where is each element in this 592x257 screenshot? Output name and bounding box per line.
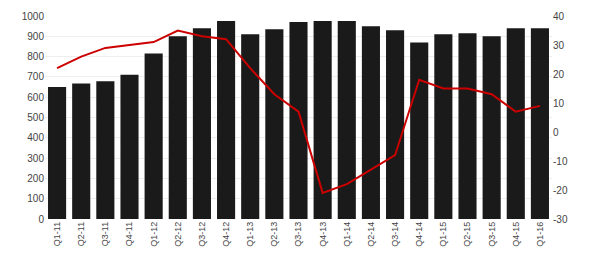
svg-text:Q2-14: Q2-14 <box>366 222 376 247</box>
svg-text:-20: -20 <box>553 185 568 196</box>
svg-text:Q1-13: Q1-13 <box>245 222 255 247</box>
svg-text:Q4-12: Q4-12 <box>221 222 231 247</box>
svg-text:Q2-12: Q2-12 <box>173 222 183 247</box>
svg-text:500: 500 <box>27 112 44 123</box>
svg-text:1000: 1000 <box>22 11 45 22</box>
svg-text:10: 10 <box>553 98 565 109</box>
svg-text:Q3-12: Q3-12 <box>197 222 207 247</box>
svg-text:600: 600 <box>27 92 44 103</box>
svg-text:Q1-16: Q1-16 <box>535 222 545 247</box>
svg-text:-30: -30 <box>553 214 568 225</box>
svg-text:Q1-15: Q1-15 <box>438 222 448 247</box>
svg-text:Q4-15: Q4-15 <box>511 222 521 247</box>
svg-text:0: 0 <box>38 214 44 225</box>
svg-text:Q2-15: Q2-15 <box>462 222 472 247</box>
svg-text:Q3-13: Q3-13 <box>293 222 303 247</box>
svg-text:Q3-14: Q3-14 <box>390 222 400 247</box>
svg-text:900: 900 <box>27 31 44 42</box>
svg-text:400: 400 <box>27 132 44 143</box>
svg-text:Q2-11: Q2-11 <box>76 222 86 246</box>
svg-text:300: 300 <box>27 153 44 164</box>
svg-text:30: 30 <box>553 40 565 51</box>
svg-text:200: 200 <box>27 173 44 184</box>
svg-text:Q3-15: Q3-15 <box>487 222 497 247</box>
svg-text:Q4-13: Q4-13 <box>318 222 328 247</box>
svg-text:Q2-13: Q2-13 <box>269 222 279 247</box>
svg-text:40: 40 <box>553 11 565 22</box>
svg-text:Q3-11: Q3-11 <box>100 222 110 246</box>
svg-text:700: 700 <box>27 71 44 82</box>
svg-text:Q1-14: Q1-14 <box>342 222 352 247</box>
svg-text:Q4-14: Q4-14 <box>414 222 424 247</box>
svg-text:-10: -10 <box>553 156 568 167</box>
svg-text:800: 800 <box>27 51 44 62</box>
svg-text:100: 100 <box>27 193 44 204</box>
svg-text:20: 20 <box>553 69 565 80</box>
svg-text:Q4-11: Q4-11 <box>124 222 134 246</box>
svg-text:Q1-11: Q1-11 <box>52 222 62 246</box>
svg-text:Q1-12: Q1-12 <box>149 222 159 247</box>
svg-text:0: 0 <box>553 127 559 138</box>
